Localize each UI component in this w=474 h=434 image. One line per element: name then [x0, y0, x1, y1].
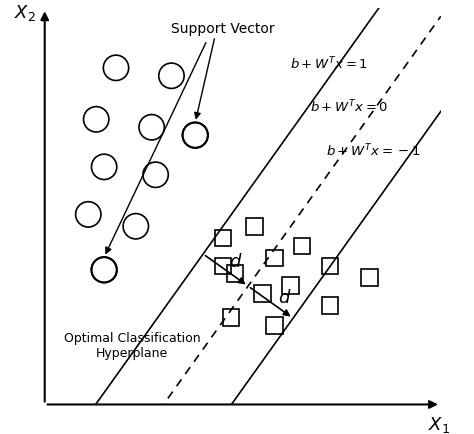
Bar — [294, 238, 310, 255]
Text: $d$: $d$ — [229, 253, 242, 270]
Bar — [266, 250, 283, 266]
Text: $X_2$: $X_2$ — [14, 3, 36, 23]
Text: $b + W^Tx = 1$: $b + W^Tx = 1$ — [290, 55, 368, 72]
Bar — [254, 286, 271, 302]
Text: $b + W^Tx = -1$: $b + W^Tx = -1$ — [326, 142, 420, 158]
Bar — [321, 297, 338, 314]
Text: $X_1$: $X_1$ — [428, 414, 450, 434]
Text: Optimal Classification
Hyperplane: Optimal Classification Hyperplane — [64, 331, 200, 359]
Bar — [215, 258, 231, 275]
Bar — [215, 230, 231, 247]
Bar — [266, 317, 283, 334]
Text: Support Vector: Support Vector — [171, 22, 275, 36]
Bar — [321, 258, 338, 275]
Bar — [282, 278, 299, 294]
Text: $b + W^Tx = 0$: $b + W^Tx = 0$ — [310, 99, 388, 115]
Bar — [246, 218, 263, 235]
Text: $d$: $d$ — [278, 289, 291, 306]
Bar — [227, 266, 243, 283]
Bar — [361, 270, 378, 286]
Bar — [222, 309, 239, 326]
